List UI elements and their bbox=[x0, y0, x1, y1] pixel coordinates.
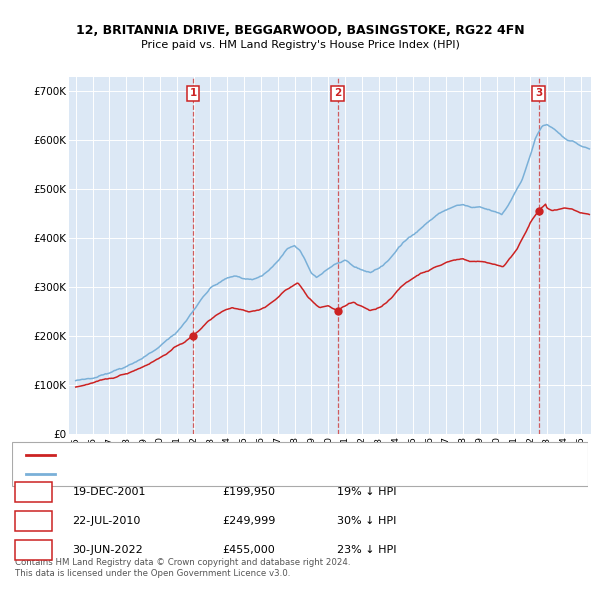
FancyBboxPatch shape bbox=[15, 483, 52, 502]
FancyBboxPatch shape bbox=[15, 540, 52, 560]
Text: Price paid vs. HM Land Registry's House Price Index (HPI): Price paid vs. HM Land Registry's House … bbox=[140, 40, 460, 50]
Text: 1: 1 bbox=[29, 486, 38, 499]
FancyBboxPatch shape bbox=[15, 512, 52, 531]
Text: 2: 2 bbox=[334, 88, 341, 98]
Text: 22-JUL-2010: 22-JUL-2010 bbox=[73, 516, 141, 526]
Text: £249,999: £249,999 bbox=[222, 516, 275, 526]
Text: 23% ↓ HPI: 23% ↓ HPI bbox=[337, 545, 397, 555]
Text: Contains HM Land Registry data © Crown copyright and database right 2024.
This d: Contains HM Land Registry data © Crown c… bbox=[15, 558, 350, 578]
Text: 30% ↓ HPI: 30% ↓ HPI bbox=[337, 516, 397, 526]
Text: 19-DEC-2001: 19-DEC-2001 bbox=[73, 487, 146, 497]
Text: 3: 3 bbox=[29, 543, 38, 556]
Text: 19% ↓ HPI: 19% ↓ HPI bbox=[337, 487, 397, 497]
Text: HPI: Average price, detached house, Basingstoke and Deane: HPI: Average price, detached house, Basi… bbox=[64, 468, 361, 478]
Text: 1: 1 bbox=[190, 88, 197, 98]
FancyBboxPatch shape bbox=[12, 442, 588, 486]
Text: £455,000: £455,000 bbox=[222, 545, 275, 555]
Text: 3: 3 bbox=[535, 88, 542, 98]
Text: 12, BRITANNIA DRIVE, BEGGARWOOD, BASINGSTOKE, RG22 4FN: 12, BRITANNIA DRIVE, BEGGARWOOD, BASINGS… bbox=[76, 24, 524, 37]
Text: 2: 2 bbox=[29, 514, 38, 527]
Text: 30-JUN-2022: 30-JUN-2022 bbox=[73, 545, 143, 555]
Text: £199,950: £199,950 bbox=[222, 487, 275, 497]
Text: 12, BRITANNIA DRIVE, BEGGARWOOD, BASINGSTOKE, RG22 4FN (detached house): 12, BRITANNIA DRIVE, BEGGARWOOD, BASINGS… bbox=[64, 450, 468, 460]
